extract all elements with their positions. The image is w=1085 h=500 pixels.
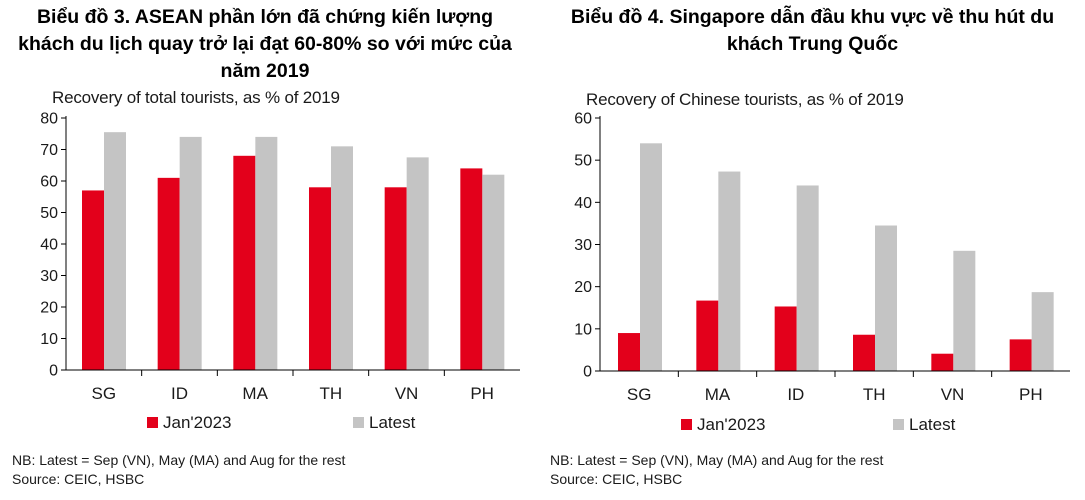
y-tick-label: 20	[40, 300, 58, 317]
bar-chart-chinese-tourists: 0 10 20 30 40 50 60 SG MA ID TH VN PH Jan'2023 Latest	[574, 111, 1070, 434]
bar-latest-vn	[406, 157, 429, 370]
source-left: Source: CEIC, HSBC	[12, 471, 145, 487]
chart-title-right: Biểu đồ 4. Singapore dẫn đầu khu vực về …	[570, 6, 1055, 55]
bar-chart-total-tourists: 0 10 20 30 40 50 60 70 80 SG ID MA TH VN PH Jan'2023 Lat…	[40, 111, 520, 432]
bar-latest-th	[875, 225, 897, 371]
bar-latest-th	[331, 146, 353, 370]
note-right: NB: Latest = Sep (VN), May (MA) and Aug …	[550, 452, 884, 468]
legend-label-jan2023: Jan'2023	[163, 413, 231, 432]
y-tick-label: 10	[574, 321, 592, 338]
x-category-label: TH	[319, 384, 342, 403]
y-tick-label: 50	[574, 153, 592, 170]
bar-latest-vn	[953, 250, 976, 371]
y-tick-label: 60	[40, 174, 58, 191]
y-tick-label: 30	[574, 237, 592, 254]
y-tick-label: 10	[40, 331, 58, 348]
bar-jan2023-sg	[618, 333, 640, 371]
bar-latest-ma	[255, 136, 278, 370]
bar-jan2023-id	[157, 177, 180, 370]
y-tick-label: 0	[583, 364, 592, 381]
bar-jan2023-sg	[82, 190, 104, 370]
y-tick-label: 20	[574, 279, 592, 296]
bar-jan2023-ma	[696, 300, 719, 371]
legend-label-jan2023: Jan'2023	[697, 415, 765, 434]
x-category-label: MA	[705, 385, 731, 404]
x-category-label: VN	[395, 384, 419, 403]
bar-jan2023-th	[309, 187, 331, 370]
bar-latest-ph	[482, 174, 505, 370]
legend-label-latest: Latest	[909, 415, 956, 434]
x-category-label: SG	[627, 385, 652, 404]
x-category-label: ID	[787, 385, 804, 404]
bar-latest-id	[179, 136, 202, 370]
bar-latest-id	[796, 185, 819, 371]
chart-panel-left: Biểu đồ 3. ASEAN phần lớn đã chứng kiến …	[0, 0, 530, 500]
legend-swatch-latest	[353, 417, 364, 428]
y-tick-label: 60	[574, 111, 592, 128]
chart-panel-right: Biểu đồ 4. Singapore dẫn đầu khu vực về …	[540, 0, 1085, 500]
chart-subtitle-right: Recovery of Chinese tourists, as % of 20…	[586, 90, 904, 109]
legend-swatch-jan2023	[681, 419, 692, 430]
chart-subtitle-left: Recovery of total tourists, as % of 2019	[52, 88, 340, 107]
chart-title-left: Biểu đồ 3. ASEAN phần lớn đã chứng kiến …	[18, 6, 512, 82]
bar-jan2023-vn	[931, 353, 954, 371]
bar-jan2023-vn	[384, 187, 407, 370]
bar-latest-ph	[1031, 292, 1054, 371]
y-tick-label: 40	[40, 237, 58, 254]
legend-swatch-latest	[893, 419, 904, 430]
bar-jan2023-th	[853, 334, 875, 371]
bar-latest-sg	[104, 132, 126, 370]
source-right: Source: CEIC, HSBC	[550, 471, 683, 487]
legend-swatch-jan2023	[147, 417, 158, 428]
y-tick-label: 70	[40, 142, 58, 159]
bar-latest-ma	[718, 171, 741, 371]
x-category-label: PH	[470, 384, 494, 403]
bar-jan2023-id	[774, 306, 797, 371]
x-category-label: MA	[242, 384, 268, 403]
x-category-label: SG	[92, 384, 117, 403]
y-tick-label: 50	[40, 205, 58, 222]
bar-latest-sg	[640, 143, 662, 371]
bar-jan2023-ph	[460, 168, 483, 370]
y-tick-label: 0	[49, 363, 58, 380]
bar-jan2023-ph	[1009, 339, 1032, 371]
note-left: NB: Latest = Sep (VN), May (MA) and Aug …	[12, 452, 346, 468]
x-category-label: ID	[171, 384, 188, 403]
bar-jan2023-ma	[233, 155, 256, 370]
x-category-label: TH	[863, 385, 886, 404]
x-category-label: PH	[1019, 385, 1043, 404]
y-tick-label: 80	[40, 111, 58, 128]
x-category-label: VN	[941, 385, 965, 404]
legend-label-latest: Latest	[369, 413, 416, 432]
y-tick-label: 40	[574, 195, 592, 212]
y-tick-label: 30	[40, 268, 58, 285]
